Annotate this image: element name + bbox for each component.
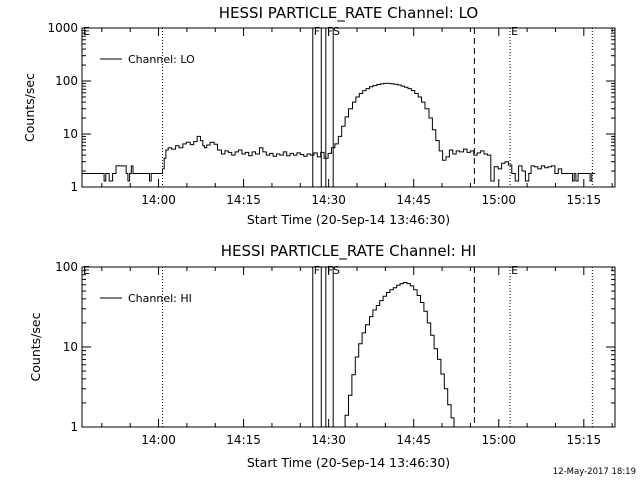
x-tick-label: 15:15 (567, 193, 602, 207)
x-tick-label: 14:30 (311, 433, 346, 447)
x-tick-label: 15:15 (567, 433, 602, 447)
x-tick-label: 14:15 (226, 433, 261, 447)
x-tick-label: 15:00 (481, 193, 516, 207)
y-axis-label: Counts/sec (22, 73, 37, 142)
event-marker-label: E (511, 25, 518, 38)
y-tick-label: 100 (55, 260, 78, 274)
series-line (82, 82, 596, 182)
x-tick-label: 14:15 (226, 193, 261, 207)
y-tick-label: 10 (63, 340, 78, 354)
event-marker-label: E (83, 264, 90, 277)
x-tick-label: 14:45 (396, 193, 431, 207)
y-axis-label: Counts/sec (28, 312, 43, 381)
event-marker-label: E (511, 264, 518, 277)
x-tick-label: 15:00 (481, 433, 516, 447)
hi-channel-panel: HESSI PARTICLE_RATE Channel: HIE F FS E14:0… (28, 242, 616, 470)
event-marker-label: F (314, 25, 320, 38)
plot-frame (81, 27, 616, 188)
x-tick-label: 14:45 (396, 433, 431, 447)
event-marker-label: E (83, 25, 90, 38)
y-tick-label: 10 (63, 127, 78, 141)
x-axis-label: Start Time (20-Sep-14 13:46:30) (247, 212, 450, 227)
chart-title: HESSI PARTICLE_RATE Channel: LO (219, 4, 478, 23)
x-tick-label: 14:30 (311, 193, 346, 207)
y-tick-label: 1 (70, 420, 78, 434)
legend-label: Channel: LO (128, 53, 195, 66)
event-marker-label: F (314, 264, 320, 277)
x-axis-label: Start Time (20-Sep-14 13:46:30) (247, 455, 450, 470)
series-line (342, 282, 455, 427)
y-tick-label: 1000 (47, 21, 78, 35)
y-tick-label: 100 (55, 74, 78, 88)
x-tick-label: 14:00 (141, 193, 176, 207)
chart-title: HESSI PARTICLE_RATE Channel: HI (221, 242, 477, 261)
generation-timestamp: 12-May-2017 18:19 (553, 467, 636, 477)
legend-label: Channel: HI (128, 292, 192, 305)
x-tick-label: 14:00 (141, 433, 176, 447)
y-tick-label: 1 (70, 180, 78, 194)
lo-channel-panel: HESSI PARTICLE_RATE Channel: LOE F FS E14:0… (22, 4, 616, 227)
